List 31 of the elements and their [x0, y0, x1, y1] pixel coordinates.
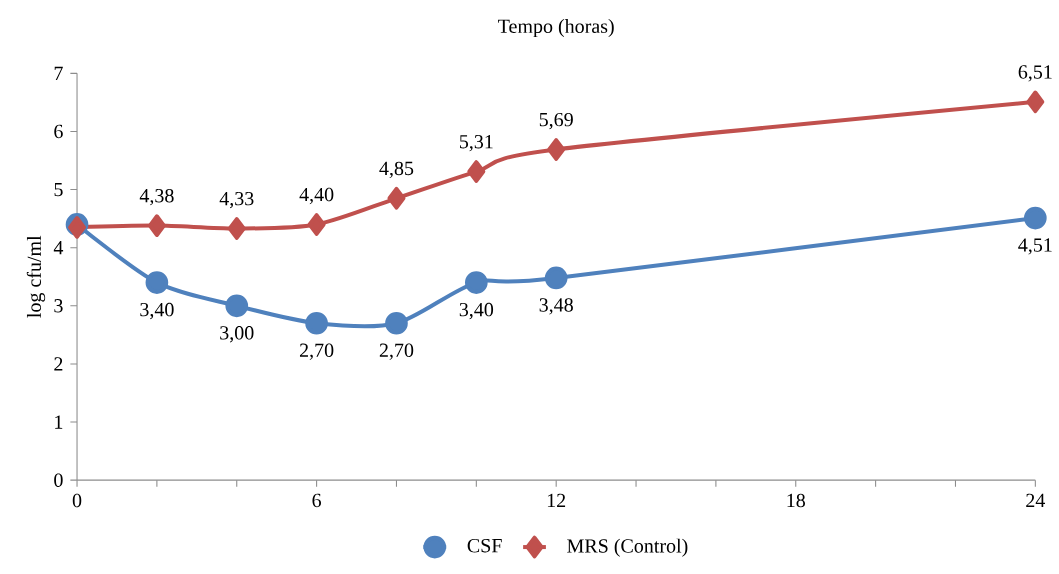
data-label: 4,85 — [379, 161, 414, 178]
y-tick-label: 0 — [54, 473, 63, 487]
data-label: 5,69 — [539, 112, 573, 130]
x-tick-label: 0 — [72, 493, 82, 508]
y-tick-label: 3 — [54, 299, 63, 313]
y-tick-label: 4 — [53, 241, 64, 255]
x-axis-title: Tempo (horas) — [498, 18, 614, 38]
y-tick-label: 2 — [54, 357, 63, 371]
data-label: 2,70 — [379, 343, 414, 360]
x-tick-label: 18 — [787, 493, 805, 508]
y-tick-label: 6 — [54, 124, 63, 139]
x-tick-label: 6 — [312, 493, 322, 508]
data-label: 4,40 — [299, 187, 334, 205]
legend-label: MRS (Control) — [567, 538, 688, 557]
x-tick-label: 12 — [547, 493, 566, 507]
y-axis-title: log cfu/ml — [26, 235, 46, 318]
legend-label: CSF — [467, 538, 502, 553]
data-label: 3,40 — [140, 302, 174, 320]
x-tick-label: 24 — [1026, 493, 1046, 507]
y-tick-label: 1 — [55, 415, 63, 429]
data-label: 4,33 — [219, 191, 254, 209]
data-label: 2,70 — [299, 343, 334, 360]
data-label: 4,51 — [1018, 238, 1052, 255]
data-label: 5,31 — [459, 134, 493, 152]
data-label: 4,38 — [139, 188, 174, 206]
data-label: 3,48 — [539, 298, 573, 315]
data-label: 6,51 — [1018, 65, 1052, 82]
data-label: 3,40 — [459, 302, 494, 320]
y-tick-label: 5 — [54, 182, 63, 197]
data-label: 3,00 — [220, 326, 254, 343]
y-tick-label: 7 — [54, 66, 63, 80]
